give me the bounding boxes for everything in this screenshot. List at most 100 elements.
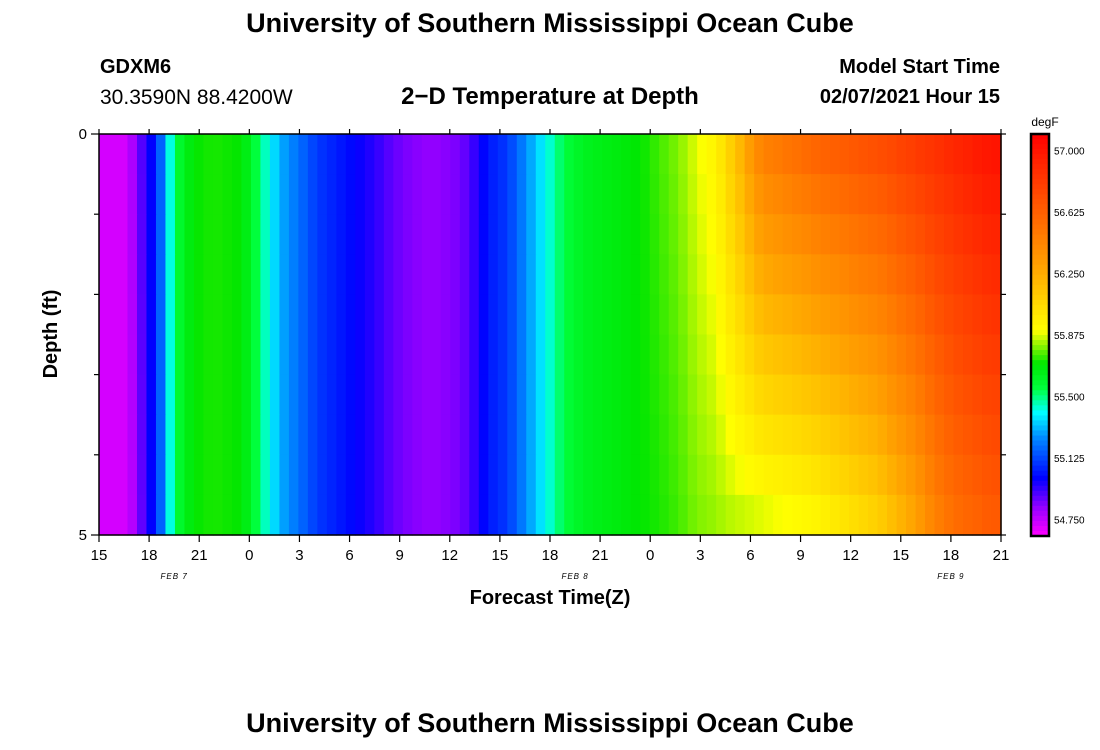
heatmap-cell: [193, 174, 205, 215]
heatmap-cell: [155, 174, 167, 215]
heatmap-cell: [288, 134, 299, 175]
heatmap-cell: [944, 494, 955, 536]
heatmap-cell: [934, 494, 945, 536]
heatmap-cell: [849, 214, 860, 255]
heatmap-cell: [830, 254, 841, 295]
heatmap-cell: [678, 414, 689, 456]
heatmap-cell: [535, 454, 546, 496]
heatmap-cell: [421, 494, 432, 536]
x-tick-label: 3: [696, 547, 704, 564]
heatmap-cell: [412, 414, 423, 456]
heatmap-cell: [260, 294, 271, 336]
x-tick-label: 15: [91, 547, 108, 564]
heatmap-cell: [421, 254, 432, 295]
heatmap-cell: [535, 494, 546, 536]
heatmap-cell: [792, 134, 803, 175]
heatmap-cell: [573, 494, 584, 536]
heatmap-cell: [982, 334, 993, 376]
colorbar-segment: [1031, 279, 1049, 286]
heatmap-cell: [678, 254, 689, 295]
heatmap-cell: [915, 454, 926, 496]
heatmap-cell: [526, 214, 537, 255]
heatmap-cell: [146, 454, 157, 496]
heatmap-cell: [516, 254, 527, 295]
heatmap-cell: [554, 254, 565, 295]
heatmap-cell: [450, 294, 461, 336]
heatmap-cell: [345, 414, 356, 456]
heatmap-cell: [450, 214, 461, 255]
heatmap-cell: [858, 134, 869, 175]
heatmap-cell: [345, 174, 356, 215]
heatmap-cell: [497, 454, 508, 496]
heatmap-cell: [526, 414, 537, 456]
heatmap-cell: [782, 294, 793, 336]
heatmap-cell: [792, 214, 803, 255]
heatmap-cell: [288, 334, 299, 376]
heatmap-cell: [754, 254, 765, 295]
colorbar-segment: [1031, 525, 1049, 532]
y-tick-label: 5: [79, 527, 87, 544]
heatmap-cell: [668, 374, 679, 416]
heatmap-cell: [706, 414, 717, 456]
heatmap-cell: [573, 334, 584, 376]
heatmap-cell: [934, 414, 945, 456]
heatmap-cell: [402, 134, 413, 175]
heatmap-cell: [820, 294, 831, 336]
heatmap-cell: [716, 454, 727, 496]
heatmap-cell: [383, 174, 394, 215]
heatmap-cell: [307, 374, 318, 416]
heatmap-cell: [336, 214, 347, 255]
colorbar-segment: [1031, 194, 1049, 200]
colorbar-segment: [1031, 139, 1049, 145]
heatmap-cell: [773, 294, 784, 336]
x-tick-label: 0: [245, 547, 253, 564]
heatmap-cell: [659, 334, 670, 376]
heatmap-cell: [820, 374, 831, 416]
heatmap-cell: [915, 214, 926, 255]
heatmap-cell: [573, 214, 584, 255]
heatmap-cell: [117, 374, 129, 416]
heatmap-cell: [298, 374, 309, 416]
heatmap-cell: [849, 134, 860, 175]
heatmap-cell: [336, 414, 347, 456]
heatmap-cell: [649, 254, 660, 295]
heatmap-cell: [716, 294, 727, 336]
heatmap-cell: [820, 494, 831, 536]
heatmap-cell: [393, 334, 404, 376]
heatmap-cell: [630, 374, 641, 416]
heatmap-cell: [317, 374, 328, 416]
heatmap-cell: [450, 254, 461, 295]
heatmap-cell: [393, 494, 404, 536]
heatmap-cell: [507, 134, 518, 175]
heatmap-cell: [830, 454, 841, 496]
heatmap-cell: [735, 254, 746, 295]
heatmap-cell: [573, 294, 584, 336]
heatmap-cell: [174, 454, 186, 496]
colorbar-segment: [1031, 395, 1049, 401]
colorbar-segment: [1031, 485, 1049, 492]
heatmap-cell: [222, 454, 233, 496]
colorbar-tick-label: 56.625: [1054, 208, 1085, 219]
heatmap-cell: [393, 414, 404, 456]
heatmap-cell: [469, 214, 480, 255]
heatmap-cell: [963, 454, 974, 496]
heatmap-cell: [668, 134, 679, 175]
heatmap-cell: [906, 254, 917, 295]
heatmap-cell: [725, 494, 736, 536]
heatmap-cell: [478, 374, 489, 416]
heatmap-cell: [326, 414, 337, 456]
heatmap-cell: [459, 494, 470, 536]
heatmap-cell: [146, 134, 157, 175]
heatmap-cell: [203, 334, 214, 376]
heatmap-cell: [953, 454, 964, 496]
heatmap-cell: [697, 214, 708, 255]
heatmap-cell: [630, 214, 641, 255]
heatmap-cell: [944, 174, 955, 215]
heatmap-cell: [364, 494, 375, 536]
station-id: GDXM6: [100, 56, 172, 78]
colorbar-segment: [1031, 435, 1049, 442]
colorbar-segment: [1031, 375, 1049, 381]
heatmap-cell: [725, 414, 736, 456]
colorbar-segment: [1031, 159, 1049, 165]
x-axis-label: Forecast Time(Z): [470, 587, 631, 609]
